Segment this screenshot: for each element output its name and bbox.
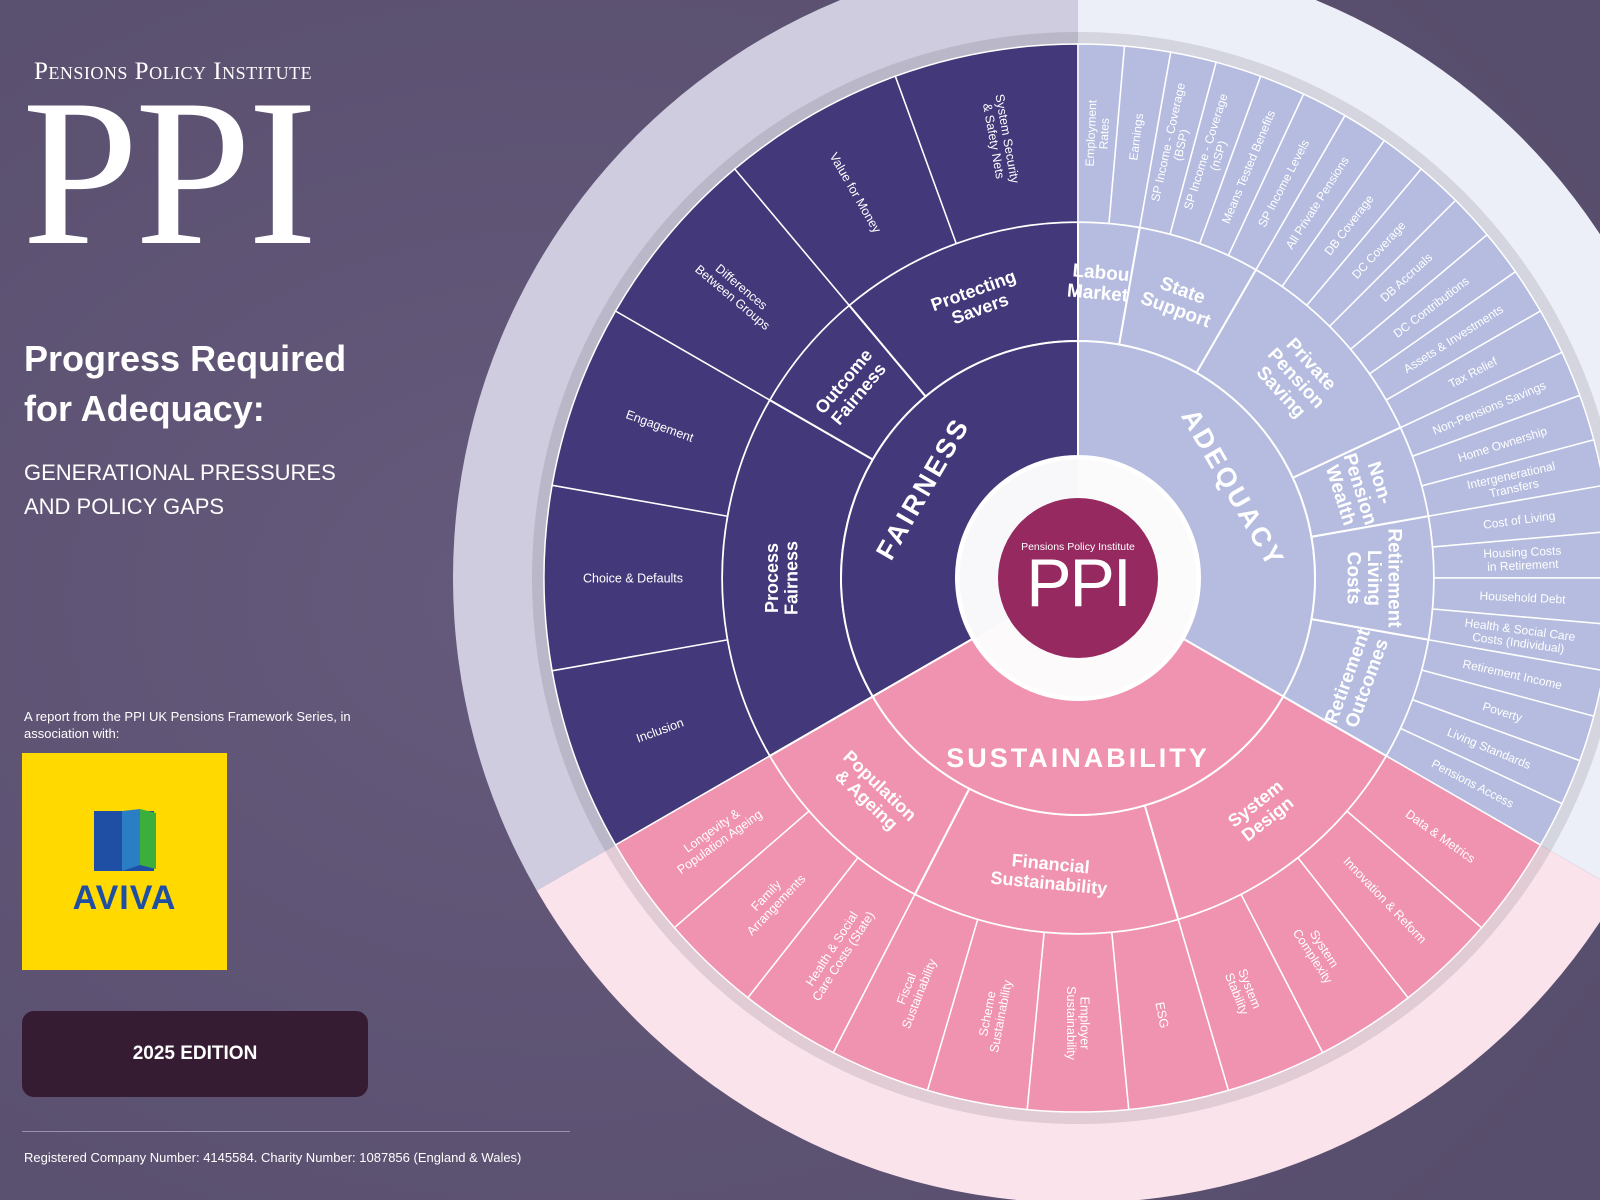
report-subtitle: GENERATIONAL PRESSURES AND POLICY GAPS <box>24 460 336 519</box>
indicator-innovation-reform <box>1297 810 1483 999</box>
aviva-logo-text: AVIVA <box>72 879 177 917</box>
domain-label-sustainability: SUSTAINABILITY <box>946 743 1210 773</box>
center-ring-outline <box>956 456 1200 700</box>
indicator-family-arrangements <box>673 810 859 999</box>
indicator-scheme-sustainability <box>926 918 1045 1111</box>
aviva-mark-icon <box>94 809 156 871</box>
report-title: Progress Required for Adequacy: <box>24 338 347 429</box>
edition-badge: 2025 EDITION <box>22 1011 368 1097</box>
indicator-label-earnings: Earnings <box>1126 112 1146 161</box>
aviva-logo: AVIVA <box>22 753 227 970</box>
center-logo-disc <box>998 498 1158 658</box>
subdomain-label-retirement-living-costs: RetirementLivingCosts <box>1342 528 1404 628</box>
indicator-system-stability <box>1177 893 1324 1092</box>
subdomain-label-financial-sustainability: FinancialSustainability <box>990 848 1110 898</box>
indicator-label-esg: ESG <box>1152 1001 1171 1030</box>
indicator-health-social-care-costs-state <box>746 856 916 1054</box>
indicator-data-metrics <box>1345 754 1542 929</box>
footer-divider <box>22 1131 570 1132</box>
indicator-label-choice-defaults: Choice & Defaults <box>583 571 683 585</box>
domain-sector-sustainability <box>871 637 1285 816</box>
indicator-label-household-debt: Household Debt <box>1479 589 1566 607</box>
indicator-esg <box>1111 918 1230 1111</box>
center-logo-text: PPI <box>1026 545 1130 621</box>
indicator-system-complexity <box>1240 856 1410 1054</box>
domain-sector-fairness <box>840 339 1079 698</box>
footer-registration: Registered Company Number: 4145584. Char… <box>24 1150 522 1165</box>
ppi-logo: PPI <box>22 57 318 289</box>
center-institute-name: Pensions Policy Institute <box>1021 541 1135 553</box>
center-ppi-logo: Pensions Policy Institute PPI <box>998 498 1158 658</box>
indicator-label-employer-sustainability: EmployerSustainability <box>1064 986 1092 1060</box>
indicator-label-housing-costs-in-retirement: Housing Costsin Retirement <box>1483 543 1562 574</box>
indicator-longevity-population-ageing <box>614 754 811 929</box>
report-series-note: A report from the PPI UK Pensions Framew… <box>24 709 351 741</box>
subdomain-label-process-fairness: ProcessFairness <box>762 541 801 615</box>
institute-name: Pensions Policy Institute <box>34 58 313 85</box>
indicator-employer-sustainability <box>1026 931 1130 1113</box>
domain-sector-adequacy <box>1077 339 1316 698</box>
indicator-label-employment-rates: EmploymentRates <box>1083 99 1113 167</box>
